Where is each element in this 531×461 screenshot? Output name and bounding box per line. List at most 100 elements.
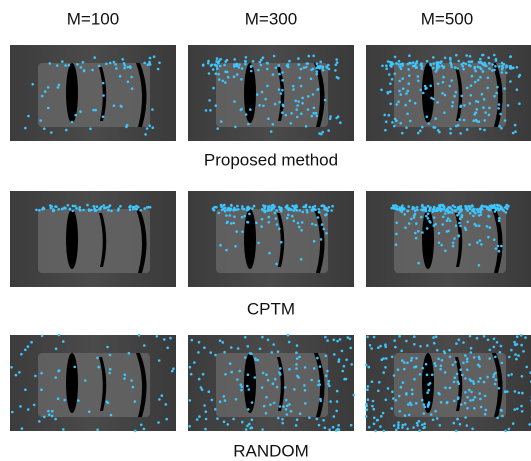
feature-point bbox=[56, 64, 59, 67]
feature-point bbox=[189, 366, 192, 369]
feature-point bbox=[407, 90, 410, 93]
feature-point bbox=[119, 205, 122, 208]
image-panel bbox=[10, 191, 176, 287]
feature-point bbox=[394, 73, 397, 76]
feature-point bbox=[501, 362, 504, 365]
feature-point bbox=[319, 61, 322, 64]
feature-point bbox=[501, 71, 504, 74]
feature-point bbox=[260, 59, 263, 62]
feature-point bbox=[234, 126, 237, 129]
feature-point bbox=[233, 76, 236, 79]
feature-point bbox=[21, 427, 24, 430]
feature-point bbox=[230, 205, 233, 208]
feature-point bbox=[135, 208, 138, 211]
feature-point bbox=[487, 207, 490, 210]
feature-point bbox=[386, 91, 389, 94]
feature-point bbox=[127, 66, 130, 69]
feature-point bbox=[83, 70, 86, 73]
feature-point bbox=[300, 112, 303, 115]
feature-point bbox=[444, 371, 447, 374]
feature-point bbox=[318, 424, 321, 427]
feature-point bbox=[77, 399, 80, 402]
feature-point bbox=[316, 357, 319, 360]
feature-point bbox=[143, 62, 146, 65]
feature-point bbox=[468, 60, 471, 63]
feature-point bbox=[281, 79, 284, 82]
feature-point bbox=[436, 209, 439, 212]
feature-point bbox=[219, 65, 222, 68]
feature-point bbox=[227, 76, 230, 79]
feature-point bbox=[512, 422, 515, 425]
feature-point bbox=[138, 334, 141, 337]
feature-point bbox=[425, 87, 428, 90]
feature-point bbox=[294, 205, 297, 208]
feature-point bbox=[458, 118, 461, 121]
feature-point bbox=[267, 209, 270, 212]
feature-point bbox=[323, 228, 326, 231]
feature-point bbox=[462, 362, 465, 365]
feature-point bbox=[251, 427, 254, 430]
feature-point bbox=[430, 413, 433, 416]
feature-point bbox=[497, 107, 500, 110]
feature-point bbox=[514, 124, 517, 127]
feature-point bbox=[432, 336, 435, 339]
feature-point bbox=[427, 122, 430, 125]
feature-point bbox=[520, 405, 523, 408]
feature-point bbox=[308, 55, 311, 58]
feature-point bbox=[273, 55, 276, 58]
feature-point bbox=[58, 334, 61, 337]
feature-point bbox=[311, 223, 314, 226]
feature-point bbox=[513, 408, 516, 411]
feature-point bbox=[235, 398, 238, 401]
feature-point bbox=[385, 399, 388, 402]
feature-point bbox=[415, 365, 418, 368]
feature-point bbox=[456, 214, 459, 217]
feature-point bbox=[226, 209, 229, 212]
feature-point bbox=[495, 378, 498, 381]
feature-point bbox=[236, 73, 239, 76]
feature-point bbox=[407, 403, 410, 406]
feature-point bbox=[483, 129, 486, 132]
feature-point bbox=[312, 206, 315, 209]
feature-point bbox=[503, 87, 506, 90]
feature-point bbox=[353, 394, 356, 397]
feature-point bbox=[132, 386, 135, 389]
feature-point bbox=[410, 403, 413, 406]
feature-point bbox=[296, 116, 299, 119]
feature-point bbox=[368, 426, 371, 429]
feature-point bbox=[237, 208, 240, 211]
feature-point bbox=[409, 120, 412, 123]
feature-point bbox=[240, 78, 243, 81]
feature-point bbox=[432, 56, 435, 59]
feature-point bbox=[285, 408, 288, 411]
feature-point bbox=[113, 61, 116, 64]
feature-point bbox=[143, 344, 146, 347]
feature-point bbox=[156, 335, 159, 338]
feature-point bbox=[299, 77, 302, 80]
feature-point bbox=[62, 340, 65, 343]
feature-point bbox=[207, 60, 210, 63]
feature-point bbox=[107, 209, 110, 212]
feature-point bbox=[251, 419, 254, 422]
feature-point bbox=[373, 417, 376, 420]
feature-point bbox=[151, 108, 154, 111]
feature-point bbox=[440, 244, 443, 247]
feature-point bbox=[268, 205, 271, 208]
feature-point bbox=[27, 408, 30, 411]
feature-point bbox=[440, 365, 443, 368]
feature-point bbox=[417, 75, 420, 78]
feature-point bbox=[399, 206, 402, 209]
feature-point bbox=[246, 385, 249, 388]
feature-point bbox=[418, 429, 421, 432]
feature-point bbox=[214, 408, 217, 411]
image-panel bbox=[10, 334, 176, 433]
feature-point bbox=[204, 428, 207, 431]
feature-point bbox=[444, 212, 447, 215]
feature-point bbox=[214, 64, 217, 67]
feature-point bbox=[226, 221, 229, 224]
feature-point bbox=[292, 85, 295, 88]
feature-point bbox=[43, 127, 46, 130]
feature-point bbox=[507, 374, 510, 377]
feature-point bbox=[429, 207, 432, 210]
feature-point bbox=[306, 209, 309, 212]
